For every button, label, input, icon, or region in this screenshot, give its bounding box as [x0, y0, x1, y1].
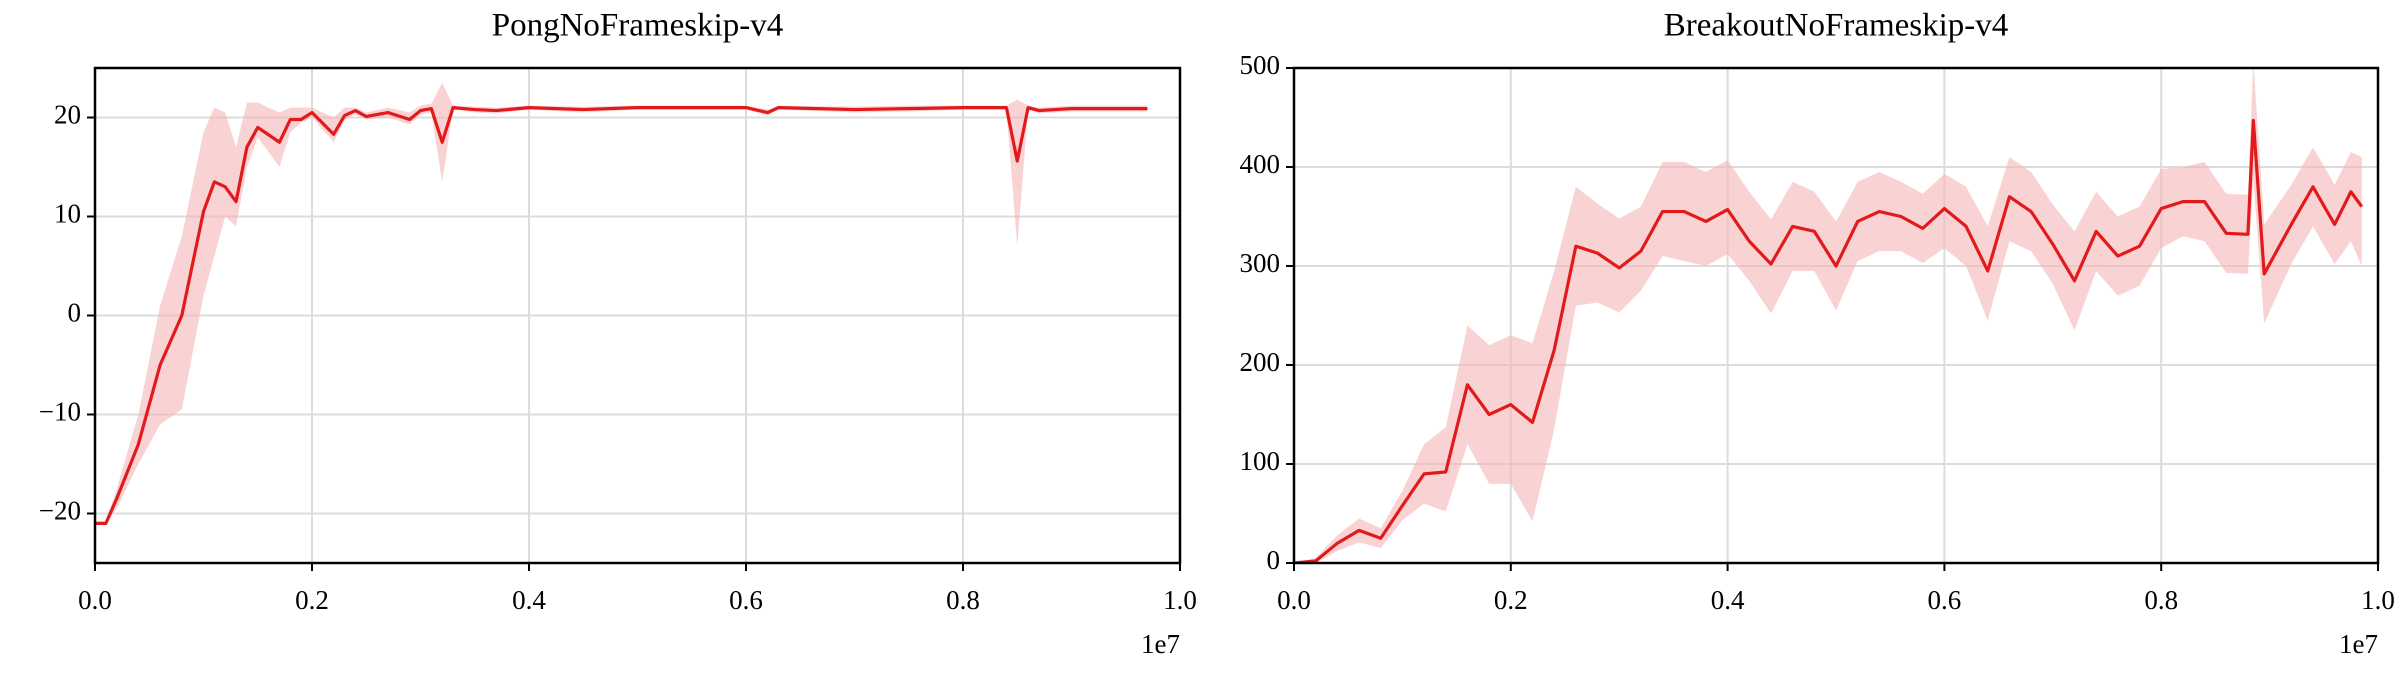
- y-tick-label: −20: [39, 496, 81, 526]
- x-tick-label: 0.4: [1711, 585, 1745, 615]
- chart-title: BreakoutNoFrameskip-v4: [1664, 8, 2009, 44]
- x-offset-label: 1e7: [1141, 629, 1180, 659]
- y-tick-label: 400: [1240, 149, 1281, 179]
- y-tick-label: 200: [1240, 347, 1281, 377]
- y-tick-label: 100: [1240, 446, 1281, 476]
- plot-area: [1294, 68, 2364, 563]
- x-tick-label: 0.8: [946, 585, 980, 615]
- x-tick-label: 1.0: [1163, 585, 1197, 615]
- line: [1294, 118, 2364, 563]
- axes-frame: [1292, 66, 2380, 565]
- y-tick-label: 10: [54, 199, 81, 229]
- x-tick-label: 0.0: [1277, 585, 1311, 615]
- chart-title: PongNoFrameskip-v4: [492, 8, 784, 44]
- x-tick-label: 0.2: [1494, 585, 1528, 615]
- x-tick-label: 0.6: [729, 585, 763, 615]
- y-tick-label: 0: [1267, 545, 1281, 575]
- x-tick-label: 0.4: [512, 585, 546, 615]
- y-tick-label: 0: [68, 298, 82, 328]
- axes-frame: [93, 66, 1182, 565]
- y-tick-label: 500: [1240, 50, 1281, 80]
- plot-area: [95, 82, 1148, 525]
- band: [1294, 68, 2362, 563]
- y-tick-label: 20: [54, 100, 81, 130]
- x-offset-label: 1e7: [2339, 629, 2378, 659]
- line: [95, 106, 1148, 525]
- x-tick-label: 0.6: [1928, 585, 1962, 615]
- x-tick-label: 1.0: [2361, 585, 2395, 615]
- band: [95, 82, 1148, 524]
- x-tick-label: 0.2: [295, 585, 329, 615]
- x-tick-label: 0.0: [78, 585, 112, 615]
- x-tick-label: 0.8: [2144, 585, 2178, 615]
- y-tick-label: −10: [39, 397, 81, 427]
- y-tick-label: 300: [1240, 248, 1281, 278]
